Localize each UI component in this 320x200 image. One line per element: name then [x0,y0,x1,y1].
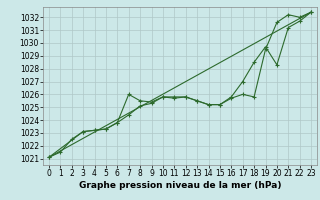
X-axis label: Graphe pression niveau de la mer (hPa): Graphe pression niveau de la mer (hPa) [79,181,281,190]
